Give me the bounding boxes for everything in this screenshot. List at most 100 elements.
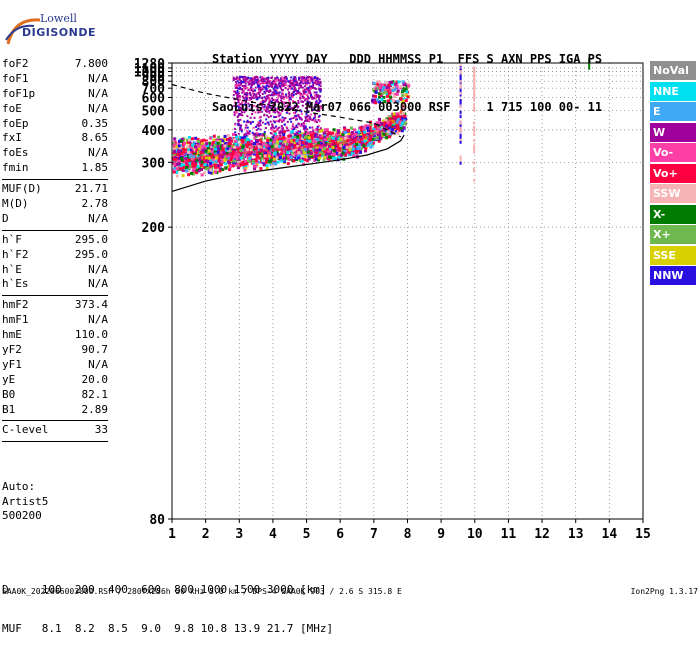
echo-point [258, 146, 262, 150]
echo-point [287, 138, 291, 142]
echo-point [236, 90, 239, 92]
echo-point [267, 106, 270, 108]
echo-point [248, 108, 251, 111]
param-row: h`F 295.0 [2, 233, 108, 248]
echo-point [196, 138, 200, 142]
echo-point [245, 143, 248, 147]
y-tick-label: 1000 [134, 66, 165, 81]
echo-point [296, 135, 300, 139]
echo-point [367, 124, 370, 128]
echo-point [219, 162, 223, 166]
echo-point [241, 76, 244, 79]
echo-point [459, 140, 462, 144]
echo-point [301, 101, 304, 103]
param-value: 2.78 [81, 197, 109, 211]
echo-point [248, 99, 251, 102]
echo-point [238, 106, 241, 108]
echo-point [302, 151, 306, 154]
echo-point [347, 150, 351, 154]
echo-point [473, 76, 476, 80]
echo-point [273, 150, 277, 154]
echo-point [245, 106, 248, 109]
echo-point [350, 135, 354, 139]
echo-point [363, 130, 367, 134]
echo-point [306, 93, 308, 96]
echo-point [225, 138, 229, 141]
echo-point [294, 157, 298, 161]
echo-point [245, 146, 249, 150]
echo-point [257, 111, 260, 114]
echo-point [314, 119, 317, 122]
echo-point [293, 141, 297, 145]
echo-point [187, 136, 191, 139]
echo-point [293, 81, 296, 84]
echo-point [276, 78, 279, 81]
echo-point [323, 155, 327, 159]
echo-point [312, 142, 316, 146]
echo-point [199, 151, 203, 155]
echo-point [269, 120, 272, 123]
echo-point [311, 119, 314, 122]
echo-point [252, 96, 255, 99]
echo-point [273, 86, 276, 89]
echo-point [308, 119, 311, 122]
echo-point [306, 106, 309, 109]
echo-point [240, 159, 244, 163]
echo-point [298, 140, 301, 144]
echo-point [244, 82, 247, 85]
echo-point [227, 138, 231, 142]
echo-point [263, 80, 266, 83]
echo-point [235, 147, 239, 151]
echo-point [227, 161, 231, 165]
echo-point [293, 87, 296, 90]
echo-point [234, 142, 238, 146]
echo-point [235, 153, 239, 157]
echo-point [264, 82, 267, 84]
echo-point [319, 145, 323, 149]
echo-point [238, 95, 241, 97]
echo-point [393, 125, 397, 129]
echo-point [244, 84, 247, 87]
echo-point [390, 82, 394, 86]
echo-point [459, 88, 462, 92]
echo-point [300, 123, 303, 125]
echo-point [395, 112, 399, 116]
logo-swoosh-icon [5, 18, 41, 45]
echo-point [295, 84, 298, 86]
echo-point [386, 130, 390, 134]
echo-point [315, 81, 318, 84]
echo-point [209, 148, 213, 152]
echo-point [246, 119, 249, 122]
echo-point [237, 123, 240, 126]
echo-point [268, 145, 272, 149]
param-key: h`F [2, 232, 22, 246]
echo-point [345, 149, 349, 153]
echo-point [289, 83, 292, 86]
echo-point [202, 144, 206, 148]
echo-point [345, 147, 349, 151]
echo-point [248, 156, 252, 160]
echo-point [382, 85, 386, 89]
param-value: 295.0 [74, 247, 108, 261]
echo-point [266, 78, 269, 81]
echo-point [386, 132, 390, 136]
echo-point [270, 115, 272, 118]
echo-point [350, 131, 354, 134]
echo-point [172, 147, 176, 151]
echo-point [258, 116, 261, 119]
echo-point [249, 116, 252, 119]
echo-point [304, 125, 307, 128]
echo-point [241, 161, 245, 164]
echo-point [259, 167, 263, 171]
echo-point [315, 129, 318, 132]
echo-point [220, 160, 224, 164]
echo-point [459, 91, 462, 95]
echo-point [263, 90, 266, 93]
echo-point [316, 121, 318, 124]
echo-point [200, 147, 204, 150]
echo-point [180, 163, 184, 167]
echo-point [289, 156, 293, 159]
x-tick-label: 12 [534, 527, 550, 542]
echo-point [371, 98, 375, 102]
echo-point [459, 155, 462, 159]
